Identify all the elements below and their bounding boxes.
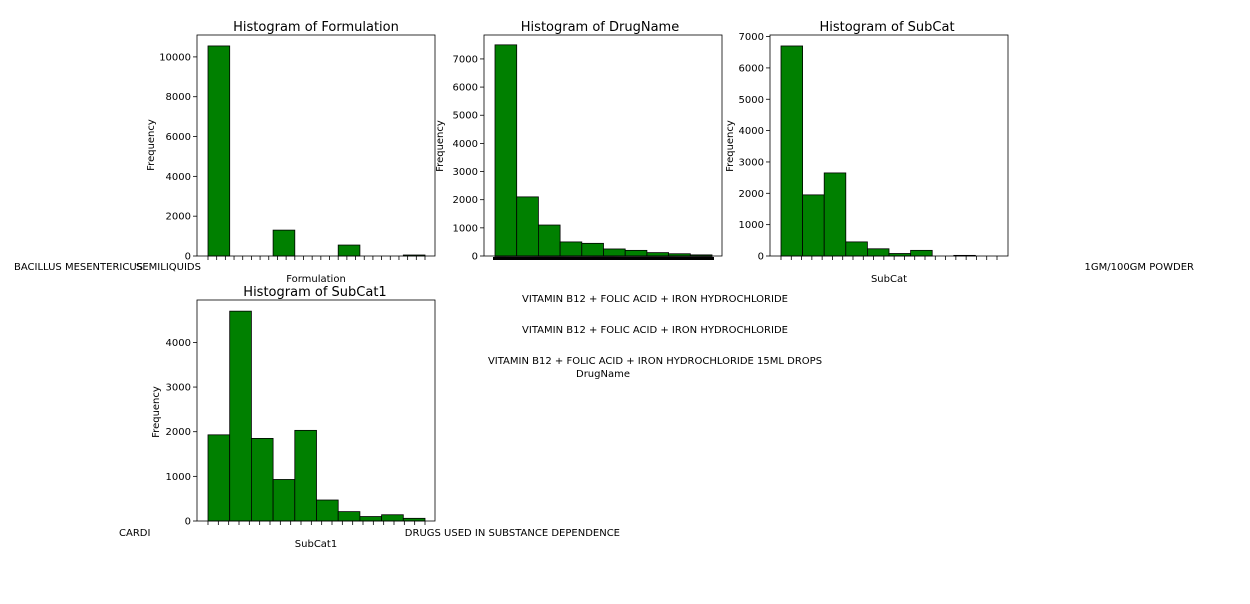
y-tick-label: 10000 [159, 52, 191, 63]
plot-frame [196, 299, 436, 522]
y-axis-label: Frequency [725, 120, 736, 172]
y-tick-label: 2000 [739, 189, 764, 200]
histogram-bar [802, 194, 825, 257]
histogram-bar [294, 429, 317, 522]
y-tick-label: 6000 [739, 63, 764, 74]
y-tick-label: 4000 [453, 139, 478, 150]
y-tick-label: 2000 [166, 427, 191, 438]
y-axis-ticks: 0 1000 2000 3000 4000 [166, 338, 197, 528]
y-axis-ticks: 0 2000 4000 6000 8000 10000 [159, 52, 197, 263]
y-tick-label: 0 [472, 252, 478, 263]
y-tick-label: 0 [185, 517, 191, 528]
y-axis-label: Frequency [151, 386, 162, 438]
y-tick-label: 0 [185, 252, 191, 263]
histogram-drugname: Histogram of DrugName 0 1000 2000 3000 4000 5… [435, 20, 822, 380]
histogram-bar [337, 244, 361, 257]
x-tick-label-overflow-left: CARDI [119, 528, 150, 539]
histogram-bar [494, 44, 518, 257]
y-tick-label: 1000 [739, 220, 764, 231]
y-axis-ticks: 0 1000 2000 3000 4000 5000 6000 7000 [739, 32, 770, 263]
x-tick-label-overflow: VITAMIN B12 + FOLIC ACID + IRON HYDROCHL… [522, 294, 788, 305]
y-tick-label: 4000 [739, 126, 764, 137]
histogram-bar [207, 45, 231, 257]
histogram-bar [316, 499, 339, 522]
y-tick-label: 5000 [739, 95, 764, 106]
histogram-bar [780, 45, 804, 257]
histogram-bar [559, 241, 583, 257]
x-tick-overlap-band [493, 257, 714, 260]
x-axis-ticks [780, 256, 998, 260]
histogram-bar [910, 249, 933, 257]
y-tick-label: 5000 [453, 111, 478, 122]
x-axis-label: SubCat1 [295, 539, 337, 550]
histogram-bar [381, 514, 404, 522]
chart-title: Histogram of SubCat [819, 20, 954, 35]
histogram-bar [337, 511, 361, 522]
y-tick-label: 2000 [453, 195, 478, 206]
plot-frame [196, 34, 436, 257]
histogram-bar [359, 516, 382, 522]
histogram-bar [538, 224, 561, 257]
y-tick-label: 4000 [166, 338, 191, 349]
y-tick-label: 1000 [166, 472, 191, 483]
x-tick-label-overflow: VITAMIN B12 + FOLIC ACID + IRON HYDROCHL… [488, 356, 822, 367]
x-axis-ticks [207, 256, 426, 260]
histogram-subcat: Histogram of SubCat 0 1000 2000 3000 4000 500… [725, 20, 1194, 285]
y-tick-label: 7000 [453, 54, 478, 65]
chart-title: Histogram of SubCat1 [243, 285, 386, 300]
histogram-bar [867, 248, 890, 257]
x-axis-ticks [493, 256, 714, 260]
histogram-bar [250, 438, 274, 522]
histogram-bar [603, 248, 626, 257]
histogram-bar [823, 172, 847, 257]
bars-group [780, 45, 976, 257]
y-axis-label: Frequency [435, 120, 446, 172]
x-tick-label-overflow: VITAMIN B12 + FOLIC ACID + IRON HYDROCHL… [522, 325, 788, 336]
y-tick-label: 3000 [739, 157, 764, 168]
x-axis-ticks [207, 521, 426, 525]
y-tick-label: 6000 [166, 132, 191, 143]
histogram-bar [272, 479, 296, 522]
y-tick-label: 4000 [166, 172, 191, 183]
x-axis-label: SubCat [871, 274, 907, 285]
y-tick-label: 0 [758, 252, 764, 263]
plot-frame [483, 34, 723, 257]
x-tick-label-overflow-right: DRUGS USED IN SUBSTANCE DEPENDENCE [405, 528, 620, 539]
histogram-bar [845, 241, 868, 257]
chart-title: Histogram of Formulation [233, 20, 399, 35]
x-tick-label-overflow-left: BACILLUS MESENTERICUS [14, 262, 143, 273]
x-tick-label-overflow-right: SEMILIQUIDS [136, 262, 201, 273]
histogram-bar [229, 310, 252, 522]
x-axis-label: Formulation [286, 274, 346, 285]
histogram-bar [581, 242, 604, 257]
histogram-bar [516, 196, 539, 257]
histogram-subcat1: Histogram of SubCat1 0 1000 2000 3000 4000 S… [119, 285, 620, 550]
histogram-bar [207, 434, 231, 522]
plot-frame [769, 34, 1009, 257]
y-tick-label: 3000 [166, 383, 191, 394]
chart-title: Histogram of DrugName [521, 20, 679, 35]
histogram-bar [646, 252, 670, 257]
y-axis-label: Frequency [146, 119, 157, 171]
bars-group [494, 44, 713, 257]
y-tick-label: 1000 [453, 223, 478, 234]
histogram-bar [272, 229, 296, 257]
y-tick-label: 7000 [739, 32, 764, 43]
y-tick-label: 3000 [453, 167, 478, 178]
histogram-bar [402, 517, 426, 522]
y-tick-label: 2000 [166, 212, 191, 223]
bars-group [207, 45, 426, 257]
y-tick-label: 8000 [166, 92, 191, 103]
y-tick-label: 6000 [453, 83, 478, 94]
x-axis-label: DrugName [576, 369, 630, 380]
bars-group [207, 310, 426, 522]
histogram-formulation: Histogram of Formulation 0 2000 4000 6000 80… [14, 20, 436, 285]
x-tick-label-overflow: 1GM/100GM POWDER [1084, 262, 1194, 273]
y-axis-ticks: 0 1000 2000 3000 4000 5000 6000 7000 [453, 54, 484, 263]
histogram-bar [624, 249, 648, 257]
